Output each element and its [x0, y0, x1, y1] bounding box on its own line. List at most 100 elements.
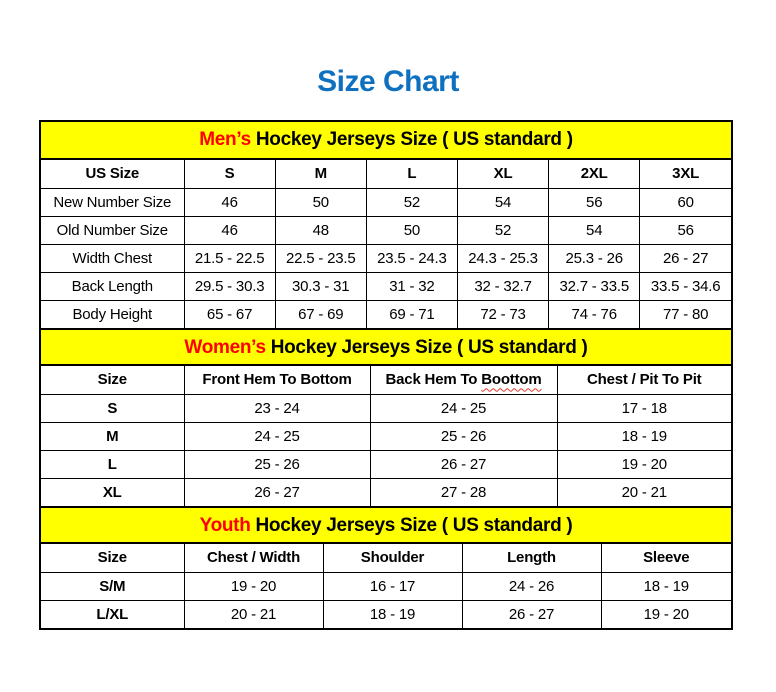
cell: 67 - 69	[274, 299, 367, 328]
row-label: S	[41, 393, 185, 423]
youth-table: Size Chest / Width Shoulder Length Sleev…	[41, 544, 731, 628]
column-header: S	[183, 160, 276, 189]
cell: 74 - 76	[548, 299, 641, 328]
cell: 18 - 19	[556, 421, 731, 451]
cell: 25.3 - 26	[548, 243, 641, 273]
mens-header-row: US Size S M L XL 2XL 3XL	[41, 160, 731, 189]
column-header: Size	[41, 544, 185, 573]
cell: 17 - 18	[556, 393, 731, 423]
cell: 26 - 27	[369, 449, 558, 479]
cell: 56	[548, 187, 641, 217]
youth-band-rest: Hockey Jerseys Size ( US standard )	[255, 515, 573, 536]
column-header: 2XL	[548, 160, 641, 189]
cell: 27 - 28	[369, 477, 558, 506]
cell: 77 - 80	[639, 299, 731, 328]
row-label: M	[41, 421, 185, 451]
mens-band-highlight: Men’s	[199, 129, 251, 150]
column-header: Size	[41, 366, 185, 395]
row-label: Old Number Size	[41, 215, 185, 245]
cell: 60	[639, 187, 731, 217]
column-header: Sleeve	[600, 544, 731, 573]
table-row: S/M 19 - 20 16 - 17 24 - 26 18 - 19	[41, 571, 731, 601]
column-header: 3XL	[639, 160, 731, 189]
size-chart: Men’s Hockey Jerseys Size ( US standard …	[39, 120, 733, 630]
cell: 23.5 - 24.3	[365, 243, 458, 273]
table-row: XL 26 - 27 27 - 28 20 - 21	[41, 477, 731, 506]
cell: 65 - 67	[183, 299, 276, 328]
cell: 18 - 19	[600, 571, 731, 601]
cell: 25 - 26	[183, 449, 371, 479]
womens-table: Size Front Hem To Bottom Back Hem To Boo…	[41, 366, 731, 506]
cell: 22.5 - 23.5	[274, 243, 367, 273]
cell: 32 - 32.7	[456, 271, 550, 301]
table-row: Old Number Size 46 48 50 52 54 56	[41, 215, 731, 245]
cell: 52	[456, 215, 550, 245]
womens-band-highlight: Women’s	[184, 337, 266, 358]
row-label: Back Length	[41, 271, 185, 301]
row-label: Body Height	[41, 299, 185, 328]
row-label: L/XL	[41, 599, 185, 628]
womens-band-title: Women’s Hockey Jerseys Size ( US standar…	[41, 328, 731, 366]
row-label: Width Chest	[41, 243, 185, 273]
column-header: L	[365, 160, 458, 189]
youth-band-highlight: Youth	[199, 515, 251, 536]
womens-header-row: Size Front Hem To Bottom Back Hem To Boo…	[41, 366, 731, 395]
table-row: S 23 - 24 24 - 25 17 - 18	[41, 393, 731, 423]
cell: 24 - 25	[183, 421, 371, 451]
table-row: Body Height 65 - 67 67 - 69 69 - 71 72 -…	[41, 299, 731, 328]
cell: 21.5 - 22.5	[183, 243, 276, 273]
cell: 46	[183, 187, 276, 217]
cell: 29.5 - 30.3	[183, 271, 276, 301]
cell: 26 - 27	[183, 477, 371, 506]
cell: 32.7 - 33.5	[548, 271, 641, 301]
cell: 24.3 - 25.3	[456, 243, 550, 273]
cell: 46	[183, 215, 276, 245]
cell: 69 - 71	[365, 299, 458, 328]
cell: 16 - 17	[322, 571, 463, 601]
cell: 50	[274, 187, 367, 217]
table-row: M 24 - 25 25 - 26 18 - 19	[41, 421, 731, 451]
cell: 26 - 27	[461, 599, 602, 628]
table-row: Width Chest 21.5 - 22.5 22.5 - 23.5 23.5…	[41, 243, 731, 273]
table-row: L/XL 20 - 21 18 - 19 26 - 27 19 - 20	[41, 599, 731, 628]
mens-table: US Size S M L XL 2XL 3XL New Number Size…	[41, 160, 731, 328]
cell: 24 - 25	[369, 393, 558, 423]
womens-band-rest: Hockey Jerseys Size ( US standard )	[270, 337, 588, 358]
mens-band-title: Men’s Hockey Jerseys Size ( US standard …	[41, 122, 731, 160]
cell: 20 - 21	[183, 599, 324, 628]
cell: 56	[639, 215, 731, 245]
column-header: Front Hem To Bottom	[183, 366, 371, 395]
column-header: M	[274, 160, 367, 189]
row-label: XL	[41, 477, 185, 506]
cell: 19 - 20	[183, 571, 324, 601]
column-header: Back Hem To Boottom	[369, 366, 558, 395]
cell: 48	[274, 215, 367, 245]
row-label: S/M	[41, 571, 185, 601]
cell: 54	[456, 187, 550, 217]
table-row: Back Length 29.5 - 30.3 30.3 - 31 31 - 3…	[41, 271, 731, 301]
table-row: New Number Size 46 50 52 54 56 60	[41, 187, 731, 217]
cell: 72 - 73	[456, 299, 550, 328]
youth-header-row: Size Chest / Width Shoulder Length Sleev…	[41, 544, 731, 573]
column-header-text: Back Hem To	[385, 371, 478, 389]
cell: 24 - 26	[461, 571, 602, 601]
cell: 19 - 20	[600, 599, 731, 628]
column-header: Shoulder	[322, 544, 463, 573]
column-header: Chest / Width	[183, 544, 324, 573]
cell: 33.5 - 34.6	[639, 271, 731, 301]
column-header: Length	[461, 544, 602, 573]
column-header: Chest / Pit To Pit	[556, 366, 731, 395]
row-label: L	[41, 449, 185, 479]
youth-band-title: Youth Hockey Jerseys Size ( US standard …	[41, 506, 731, 544]
page-title: Size Chart	[317, 65, 459, 98]
cell: 30.3 - 31	[274, 271, 367, 301]
cell: 18 - 19	[322, 599, 463, 628]
cell: 52	[365, 187, 458, 217]
cell: 25 - 26	[369, 421, 558, 451]
cell: 54	[548, 215, 641, 245]
table-row: L 25 - 26 26 - 27 19 - 20	[41, 449, 731, 479]
cell: 23 - 24	[183, 393, 371, 423]
row-label: New Number Size	[41, 187, 185, 217]
cell: 26 - 27	[639, 243, 731, 273]
column-header: US Size	[41, 160, 185, 189]
